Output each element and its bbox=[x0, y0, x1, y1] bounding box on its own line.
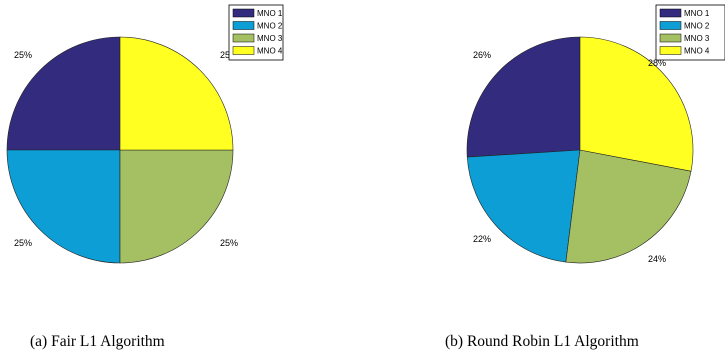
pie-slice-mno-3 bbox=[119, 149, 234, 264]
pie-slice-mno-2 bbox=[466, 149, 581, 263]
legend-swatch bbox=[232, 21, 255, 30]
pie-slice-mno-1 bbox=[466, 36, 581, 158]
legend-swatch bbox=[232, 33, 255, 43]
legend-label: MNO 1 bbox=[257, 9, 283, 18]
legend-swatch bbox=[659, 21, 682, 30]
legend-label: MNO 2 bbox=[684, 22, 710, 31]
legend-swatch bbox=[659, 33, 682, 43]
slice-percent-label: 25% bbox=[14, 50, 32, 60]
legend-label: MNO 4 bbox=[257, 47, 283, 56]
pie-slice-mno-4 bbox=[579, 36, 694, 172]
caption-fair: (a) Fair L1 Algorithm bbox=[30, 333, 165, 350]
slice-percent-label: 26% bbox=[473, 50, 491, 60]
slice-percent-label: 25% bbox=[14, 238, 32, 248]
legend-swatch bbox=[659, 8, 682, 18]
pie-slice-mno-2 bbox=[6, 149, 121, 264]
legend-swatch bbox=[659, 46, 682, 55]
legend-label: MNO 2 bbox=[257, 22, 283, 31]
slice-percent-label: 28% bbox=[648, 58, 666, 68]
legend-label: MNO 4 bbox=[684, 47, 710, 56]
legend: MNO 1 MNO 2 MNO 3 MNO 4 bbox=[228, 4, 284, 61]
pie-slice-mno-1 bbox=[6, 36, 121, 151]
legend-swatch bbox=[232, 46, 255, 55]
slice-percent-label: 22% bbox=[473, 234, 491, 244]
pie-chart-1: 26% 22% 24% 28% MNO 1 MNO 2 MNO 3 MNO 4 bbox=[466, 4, 725, 264]
legend: MNO 1 MNO 2 MNO 3 MNO 4 bbox=[655, 4, 725, 61]
pie-slice-mno-4 bbox=[119, 36, 234, 151]
slice-percent-label: 24% bbox=[648, 254, 666, 264]
pie-slice-mno-3 bbox=[565, 149, 692, 264]
legend-swatch bbox=[232, 8, 255, 18]
legend-label: MNO 1 bbox=[684, 9, 710, 18]
slice-percent-label: 25% bbox=[220, 238, 238, 248]
legend-label: MNO 3 bbox=[684, 34, 710, 43]
caption-round-robin: (b) Round Robin L1 Algorithm bbox=[445, 333, 639, 350]
legend-label: MNO 3 bbox=[257, 34, 283, 43]
